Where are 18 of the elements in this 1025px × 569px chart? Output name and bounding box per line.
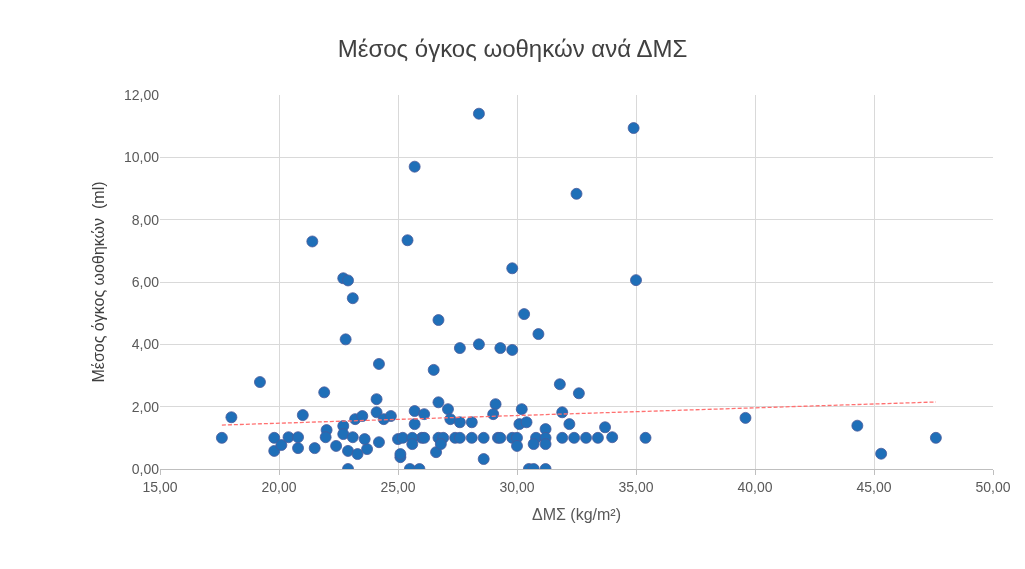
x-axis-title: ΔΜΣ (kg/m²) (531, 506, 622, 524)
y-tick-label: 6,00 (131, 273, 160, 290)
y-tick-label: 8,00 (131, 211, 160, 228)
x-tick-label: 35,00 (618, 478, 654, 495)
x-tick-label: 45,00 (856, 478, 892, 495)
x-tick-label: 50,00 (975, 478, 1011, 495)
y-axis-title: Μέσος όγκος ωοθηκών (ml) (89, 181, 107, 383)
x-tick-label: 25,00 (380, 478, 416, 495)
x-tick-label: 20,00 (261, 478, 297, 495)
chart-title: Μέσος όγκος ωοθηκών ανά ΔΜΣ (337, 34, 688, 62)
y-tick-label: 0,00 (131, 460, 160, 477)
y-tick-label: 12,00 (123, 86, 160, 103)
x-tick-label: 15,00 (142, 478, 178, 495)
y-tick-label: 2,00 (131, 398, 160, 415)
x-tick-label: 30,00 (499, 478, 535, 495)
x-tick-label: 40,00 (737, 478, 773, 495)
y-tick-label: 4,00 (131, 336, 160, 353)
y-tick-label: 10,00 (123, 149, 160, 166)
